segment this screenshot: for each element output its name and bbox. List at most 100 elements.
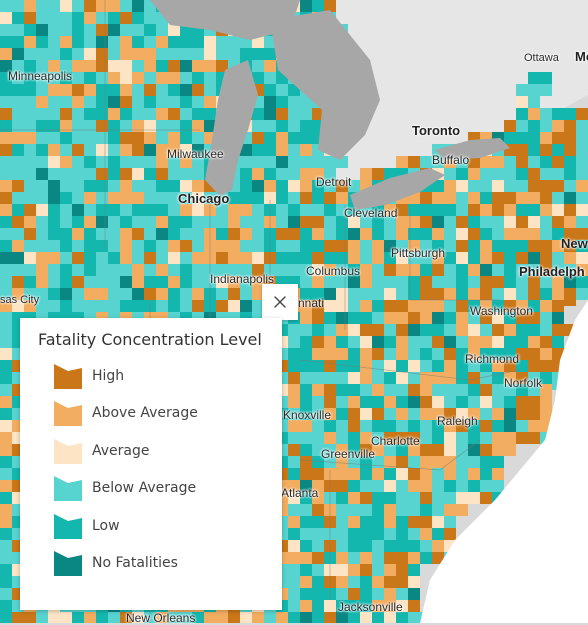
county-cell (72, 300, 84, 312)
county-cell (372, 528, 384, 540)
county-cell (372, 168, 384, 180)
county-cell (84, 204, 96, 216)
county-cell (312, 324, 324, 336)
county-cell (252, 192, 264, 204)
county-cell (72, 192, 84, 204)
county-cell (384, 420, 396, 432)
county-cell (12, 192, 24, 204)
county-cell (120, 264, 132, 276)
county-cell (408, 468, 420, 480)
county-cell (384, 288, 396, 300)
city-label: Detroit (316, 175, 352, 189)
county-cell (396, 300, 408, 312)
county-cell (480, 228, 492, 240)
county-cell (240, 216, 252, 228)
county-cell (420, 360, 432, 372)
county-cell (420, 192, 432, 204)
county-cell (300, 348, 312, 360)
county-cell (336, 312, 348, 324)
county-cell (540, 144, 552, 156)
county-cell (216, 228, 228, 240)
county-cell (0, 396, 12, 408)
county-cell (528, 120, 540, 132)
county-cell (120, 192, 132, 204)
county-cell (36, 156, 48, 168)
county-cell (84, 180, 96, 192)
county-cell (456, 312, 468, 324)
county-cell (192, 192, 204, 204)
county-cell (372, 336, 384, 348)
county-cell (336, 396, 348, 408)
county-cell (360, 276, 372, 288)
county-cell (372, 324, 384, 336)
county-cell (60, 24, 72, 36)
county-cell (24, 252, 36, 264)
county-cell (48, 96, 60, 108)
county-cell (516, 396, 528, 408)
county-cell (552, 156, 564, 168)
county-cell (96, 36, 108, 48)
county-cell (96, 180, 108, 192)
county-cell (420, 408, 432, 420)
county-cell (492, 264, 504, 276)
county-cell (324, 276, 336, 288)
county-cell (492, 432, 504, 444)
county-cell (420, 264, 432, 276)
county-cell (348, 252, 360, 264)
county-cell (336, 432, 348, 444)
county-cell (336, 240, 348, 252)
county-cell (552, 144, 564, 156)
county-cell (300, 300, 312, 312)
county-cell (0, 432, 12, 444)
lake-huron (270, 10, 380, 160)
county-cell (312, 288, 324, 300)
county-cell (288, 540, 300, 552)
county-cell (384, 468, 396, 480)
county-cell (84, 12, 96, 24)
county-cell (324, 384, 336, 396)
county-cell (348, 396, 360, 408)
county-cell (12, 276, 24, 288)
county-cell (108, 108, 120, 120)
county-cell (432, 312, 444, 324)
county-cell (444, 324, 456, 336)
county-cell (384, 276, 396, 288)
county-cell (432, 192, 444, 204)
county-cell (72, 36, 84, 48)
county-cell (420, 348, 432, 360)
county-cell (576, 132, 588, 144)
county-cell (168, 240, 180, 252)
county-cell (312, 300, 324, 312)
county-cell (12, 24, 24, 36)
county-cell (156, 36, 168, 48)
county-cell (468, 204, 480, 216)
county-cell (552, 120, 564, 132)
county-cell (240, 288, 252, 300)
county-cell (120, 144, 132, 156)
city-label: Cleveland (344, 206, 398, 220)
county-cell (156, 156, 168, 168)
county-cell (420, 528, 432, 540)
county-cell (516, 132, 528, 144)
county-cell (72, 24, 84, 36)
county-cell (444, 516, 456, 528)
county-cell (252, 252, 264, 264)
county-cell (84, 108, 96, 120)
county-cell (360, 468, 372, 480)
county-cell (288, 336, 300, 348)
county-cell (48, 132, 60, 144)
county-cell (408, 264, 420, 276)
county-cell (252, 264, 264, 276)
county-cell (276, 204, 288, 216)
county-cell (384, 528, 396, 540)
county-cell (468, 336, 480, 348)
county-cell (504, 348, 516, 360)
county-cell (132, 612, 144, 623)
county-cell (480, 264, 492, 276)
county-cell (276, 132, 288, 144)
county-cell (0, 348, 12, 360)
county-cell (108, 288, 120, 300)
close-legend-button[interactable] (262, 284, 298, 320)
county-cell (348, 312, 360, 324)
county-cell (168, 24, 180, 36)
